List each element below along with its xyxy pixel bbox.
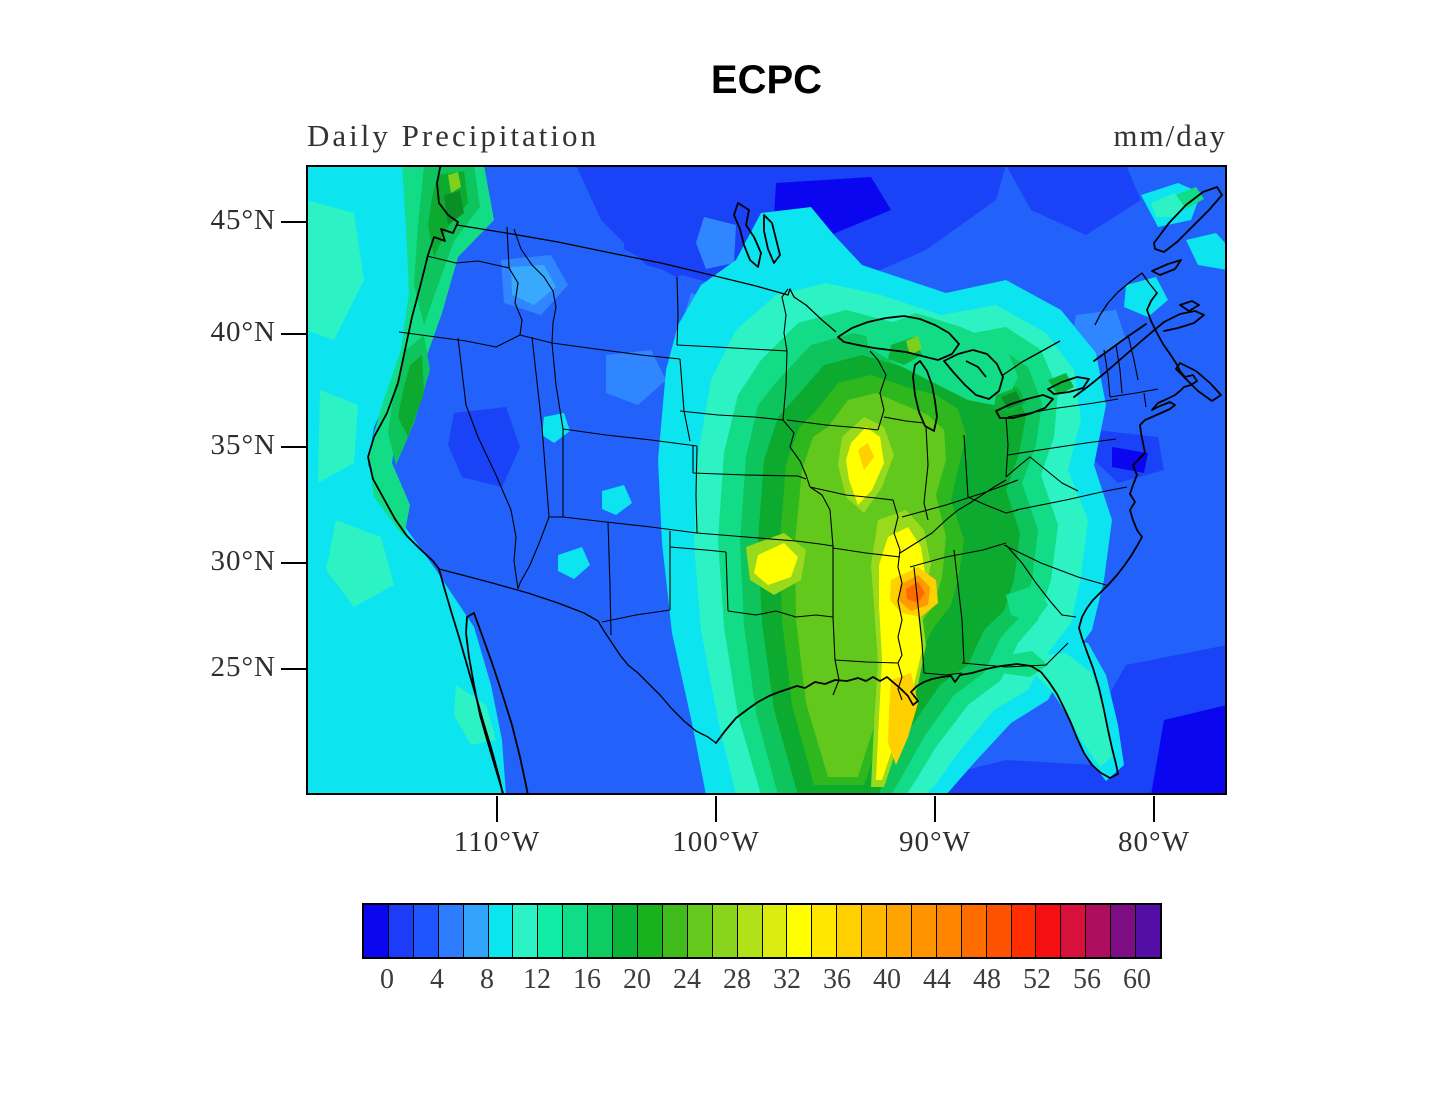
colorbar-tick-label: 12 <box>523 964 551 995</box>
lon-tick-label: 90°W <box>899 826 971 858</box>
variable-label: Daily Precipitation <box>307 118 600 153</box>
lat-tick-label: 40°N <box>210 316 276 348</box>
colorbar-cell <box>563 905 589 957</box>
lat-tick-mark <box>281 221 306 223</box>
lat-tick-mark <box>281 562 306 564</box>
colorbar-cell <box>887 905 912 957</box>
lon-tick-label: 80°W <box>1118 826 1190 858</box>
colorbar-cell <box>413 905 439 957</box>
page-title: ECPC <box>710 58 823 102</box>
colorbar-cell <box>986 905 1012 957</box>
colorbar-tick-label: 20 <box>623 964 651 995</box>
lon-tick-mark <box>1153 796 1155 822</box>
colorbar-cell <box>837 905 863 957</box>
colorbar-cell <box>637 905 663 957</box>
colorbar-cell <box>1136 905 1160 957</box>
colorbar-tick-label: 8 <box>480 964 494 995</box>
colorbar-cell <box>538 905 564 957</box>
colorbar-cell <box>911 905 937 957</box>
colorbar-tick-label: 56 <box>1073 964 1101 995</box>
colorbar-cell <box>662 905 688 957</box>
map-frame <box>306 165 1227 795</box>
colorbar-cell <box>488 905 514 957</box>
lon-tick-mark <box>496 796 498 822</box>
great-lakes <box>733 202 1090 432</box>
coastline <box>367 165 1223 795</box>
lat-tick-label: 30°N <box>210 545 276 577</box>
national-borders <box>438 224 1158 744</box>
colorbar-tick-label: 28 <box>723 964 751 995</box>
colorbar-cell <box>463 905 489 957</box>
precipitation-map <box>306 165 1227 795</box>
colorbar-cell <box>1036 905 1062 957</box>
lat-tick-label: 25°N <box>210 651 276 683</box>
colorbar-tick-label: 4 <box>430 964 444 995</box>
colorbar-cell <box>737 905 763 957</box>
colorbar-tick-label: 0 <box>380 964 394 995</box>
lat-tick-mark <box>281 668 306 670</box>
lat-tick-label: 45°N <box>210 204 276 236</box>
colorbar-cell <box>961 905 987 957</box>
lon-tick-mark <box>934 796 936 822</box>
colorbar-cell <box>812 905 838 957</box>
colorbar-cell <box>513 905 539 957</box>
colorbar-cell <box>712 905 738 957</box>
colorbar-cell <box>687 905 713 957</box>
colorbar <box>362 903 1162 959</box>
colorbar-cell <box>588 905 614 957</box>
colorbar-cell <box>1111 905 1137 957</box>
colorbar-cell <box>388 905 414 957</box>
precipitation-field <box>306 165 1227 795</box>
colorbar-tick-label: 24 <box>673 964 701 995</box>
colorbar-cell <box>364 905 389 957</box>
colorbar-cell <box>1086 905 1112 957</box>
map-canvas <box>306 165 1227 795</box>
lat-tick-label: 35°N <box>210 429 276 461</box>
colorbar-cell <box>438 905 464 957</box>
colorbar-tick-label: 52 <box>1023 964 1051 995</box>
colorbar-tick-label: 44 <box>923 964 951 995</box>
colorbar-tick-label: 32 <box>773 964 801 995</box>
colorbar-cell <box>862 905 888 957</box>
colorbar-tick-label: 60 <box>1123 964 1151 995</box>
colorbar-cell <box>762 905 788 957</box>
lat-tick-mark <box>281 446 306 448</box>
colorbar-tick-label: 16 <box>573 964 601 995</box>
colorbar-tick-label: 40 <box>873 964 901 995</box>
lon-tick-label: 100°W <box>672 826 760 858</box>
colorbar-cell <box>936 905 962 957</box>
lon-tick-label: 110°W <box>453 826 541 858</box>
lon-tick-mark <box>715 796 717 822</box>
colorbar-cell <box>1011 905 1037 957</box>
colorbar-cell <box>787 905 813 957</box>
colorbar-cell <box>613 905 638 957</box>
colorbar-tick-label: 36 <box>823 964 851 995</box>
colorbar-tick-label: 48 <box>973 964 1001 995</box>
units-label: mm/day <box>1113 118 1227 153</box>
lat-tick-mark <box>281 333 306 335</box>
state-borders <box>398 226 1159 701</box>
colorbar-cell <box>1061 905 1087 957</box>
